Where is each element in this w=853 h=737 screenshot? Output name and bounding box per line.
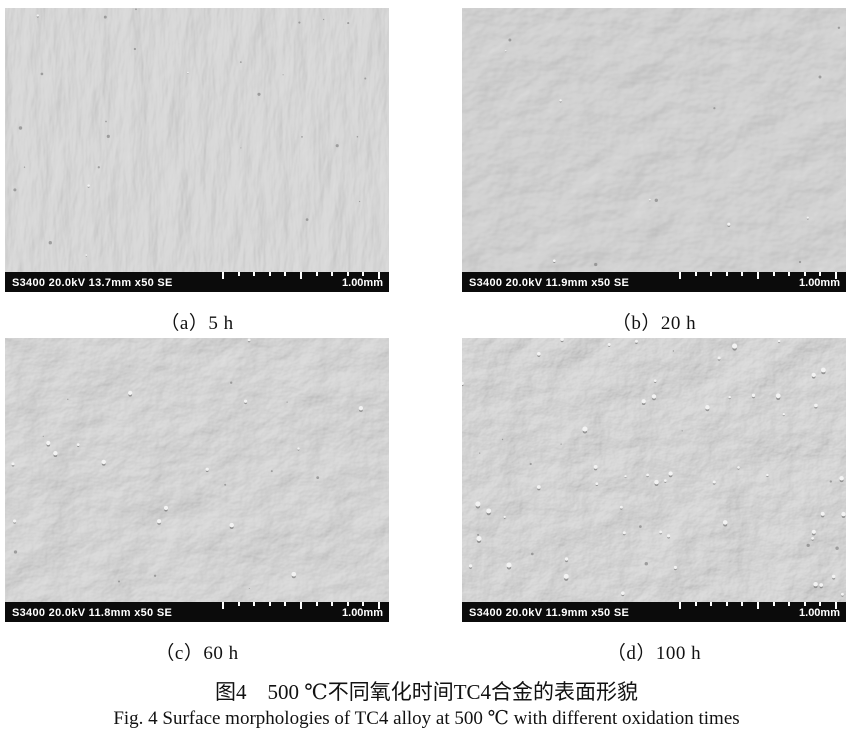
sem-panel-c: S3400 20.0kV 11.8mm x50 SE 1.00mm （c）60 … [5,338,389,665]
panel-caption-b: （b）20 h [611,313,697,334]
scale-ruler-ticks [679,602,837,610]
sem-texture-image [462,338,846,622]
sem-micrograph-b: S3400 20.0kV 11.9mm x50 SE 1.00mm [462,8,846,292]
sem-texture-image [5,338,389,622]
sem-metadata-text: S3400 20.0kV 11.9mm x50 SE [469,607,630,619]
scale-ruler-ticks [679,272,837,280]
sem-info-bar: S3400 20.0kV 11.9mm x50 SE 1.00mm [462,272,846,292]
scale-length-label: 1.00mm [799,607,840,619]
panel-row-bottom: S3400 20.0kV 11.8mm x50 SE 1.00mm （c）60 … [5,338,846,665]
sem-metadata-text: S3400 20.0kV 11.9mm x50 SE [469,277,630,289]
scale-length-label: 1.00mm [342,607,383,619]
panel-caption-c: （c）60 h [155,643,239,664]
sem-info-bar: S3400 20.0kV 11.9mm x50 SE 1.00mm [462,602,846,622]
sem-micrograph-d: S3400 20.0kV 11.9mm x50 SE 1.00mm [462,338,846,622]
panel-row-top: S3400 20.0kV 13.7mm x50 SE 1.00mm （a）5 h… [5,8,846,335]
sem-micrograph-a: S3400 20.0kV 13.7mm x50 SE 1.00mm [5,8,389,292]
scale-ruler-ticks [222,602,380,610]
scale-length-label: 1.00mm [799,277,840,289]
sem-texture-image [462,8,846,292]
sem-panel-d: S3400 20.0kV 11.9mm x50 SE 1.00mm （d）100… [462,338,846,665]
scale-ruler-ticks [222,272,380,280]
panel-caption-d: （d）100 h [606,643,702,664]
figure-caption-english: Fig. 4 Surface morphologies of TC4 alloy… [113,708,740,729]
sem-metadata-text: S3400 20.0kV 11.8mm x50 SE [12,607,173,619]
sem-texture-image [5,8,389,292]
scale-length-label: 1.00mm [342,277,383,289]
figure-caption-chinese: 图4 500 ℃不同氧化时间TC4合金的表面形貌 [214,680,639,704]
sem-micrograph-c: S3400 20.0kV 11.8mm x50 SE 1.00mm [5,338,389,622]
sem-info-bar: S3400 20.0kV 11.8mm x50 SE 1.00mm [5,602,389,622]
sem-metadata-text: S3400 20.0kV 13.7mm x50 SE [12,277,173,289]
panel-caption-a: （a）5 h [160,313,234,334]
sem-panel-b: S3400 20.0kV 11.9mm x50 SE 1.00mm （b）20 … [462,8,846,335]
sem-panel-a: S3400 20.0kV 13.7mm x50 SE 1.00mm （a）5 h [5,8,389,335]
sem-info-bar: S3400 20.0kV 13.7mm x50 SE 1.00mm [5,272,389,292]
